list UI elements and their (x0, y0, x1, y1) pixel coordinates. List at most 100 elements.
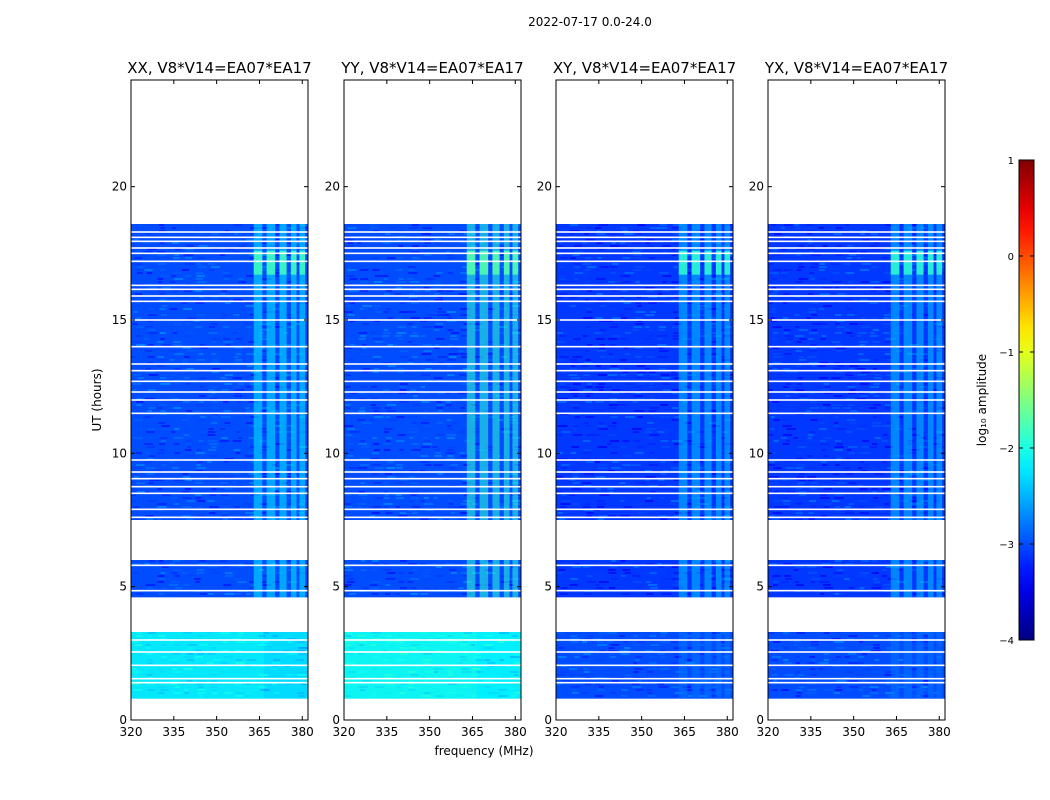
y-tick-label: 0 (544, 713, 552, 727)
flagged-row (768, 459, 945, 461)
colorbar-tick-label: −4 (999, 636, 1014, 647)
heatmap-image (768, 224, 945, 699)
flagged-row (768, 677, 945, 680)
rfi-band (466, 560, 476, 598)
flagged-row (768, 508, 945, 511)
rfi-band (903, 224, 913, 520)
flagged-row (131, 412, 308, 415)
flagged-row (768, 252, 945, 255)
y-tick-label: 10 (112, 446, 127, 460)
flagged-row (131, 677, 308, 680)
rfi-band (715, 560, 722, 598)
y-tick-label: 15 (749, 313, 764, 327)
x-tick-label: 320 (120, 725, 143, 739)
flagged-row (768, 664, 945, 667)
flagged-row (768, 477, 945, 480)
flagged-row (131, 651, 308, 653)
panel-title: XY, V8*V14=EA07*EA17 (553, 59, 736, 77)
rfi-band (678, 224, 688, 520)
rfi-band (890, 224, 900, 520)
flagged-row (344, 611, 521, 613)
x-tick-label: 365 (461, 725, 484, 739)
colorbar-tick-label: 0 (1008, 252, 1014, 263)
rfi-band (927, 560, 934, 598)
rfi-band (512, 224, 519, 520)
flagged-row (344, 231, 521, 233)
x-tick-label: 350 (630, 725, 653, 739)
flagged-row (131, 284, 308, 287)
flagged-row (344, 681, 521, 684)
rfi-band (724, 224, 731, 520)
rfi-band (479, 224, 489, 520)
flagged-row (768, 399, 945, 401)
flagged-row (344, 412, 521, 415)
y-tick-label: 15 (112, 313, 127, 327)
flagged-row (556, 319, 733, 321)
x-tick-label: 320 (545, 725, 568, 739)
heatmap-image (131, 224, 308, 699)
flagged-row (344, 477, 521, 480)
rfi-burst (927, 250, 934, 275)
y-tick-label: 0 (756, 713, 764, 727)
colorbar-tick-label: −3 (999, 540, 1014, 551)
flagged-row (556, 485, 733, 488)
flagged-row (768, 236, 945, 239)
colorbar: −4 −3 −2 −1 0 1 (999, 156, 1035, 647)
colorbar-label: log₁₀ amplitude (975, 354, 989, 446)
rfi-burst (266, 250, 276, 275)
flagged-row (131, 508, 308, 511)
flagged-row (344, 651, 521, 653)
flagged-row (344, 564, 521, 567)
flagged-row (344, 459, 521, 461)
flagged-row (131, 664, 308, 667)
rfi-band (704, 560, 712, 598)
rfi-band (299, 560, 306, 598)
rfi-band (290, 224, 297, 520)
flagged-row (768, 295, 945, 297)
rfi-burst (290, 250, 297, 275)
colorbar-tick-label: −1 (999, 348, 1014, 359)
flagged-row (344, 664, 521, 667)
flagged-row (344, 471, 521, 473)
x-tick-label: 350 (418, 725, 441, 739)
flagged-row (768, 611, 945, 613)
rfi-band (492, 224, 500, 520)
y-tick-label: 5 (332, 580, 340, 594)
rfi-band (936, 224, 943, 520)
rfi-burst (890, 250, 900, 275)
rfi-band (890, 560, 900, 598)
flagged-row (556, 300, 733, 303)
flagged-row (556, 677, 733, 680)
flagged-row (344, 516, 521, 519)
flagged-row (768, 564, 945, 567)
flagged-row (556, 516, 733, 519)
flagged-row (131, 639, 308, 641)
flagged-row (768, 369, 945, 372)
y-tick-label: 20 (537, 180, 552, 194)
rfi-band (299, 224, 306, 520)
rfi-band (279, 224, 287, 520)
flagged-row (131, 681, 308, 684)
flagged-row (556, 252, 733, 255)
rfi-band (253, 560, 263, 598)
flagged-row (131, 236, 308, 239)
flagged-row (131, 516, 308, 519)
flagged-row (131, 295, 308, 297)
rfi-band (715, 224, 722, 520)
flagged-row (344, 288, 521, 291)
flagged-row (344, 300, 521, 303)
flagged-row (344, 284, 521, 287)
rfi-band (512, 560, 519, 598)
panel-title: YY, V8*V14=EA07*EA17 (340, 59, 523, 77)
flagged-row (344, 236, 521, 239)
flagged-row (768, 345, 945, 348)
x-tick-label: 380 (928, 725, 951, 739)
flagged-row (556, 345, 733, 348)
flagged-row (556, 609, 733, 611)
flagged-row (344, 345, 521, 348)
rfi-burst (279, 250, 287, 275)
panel-2: YY, V8*V14=EA07*EA17 320 335 350 365 380 0 5 10 1… (325, 59, 527, 739)
rfi-band (479, 560, 489, 598)
flagged-row (768, 391, 945, 393)
